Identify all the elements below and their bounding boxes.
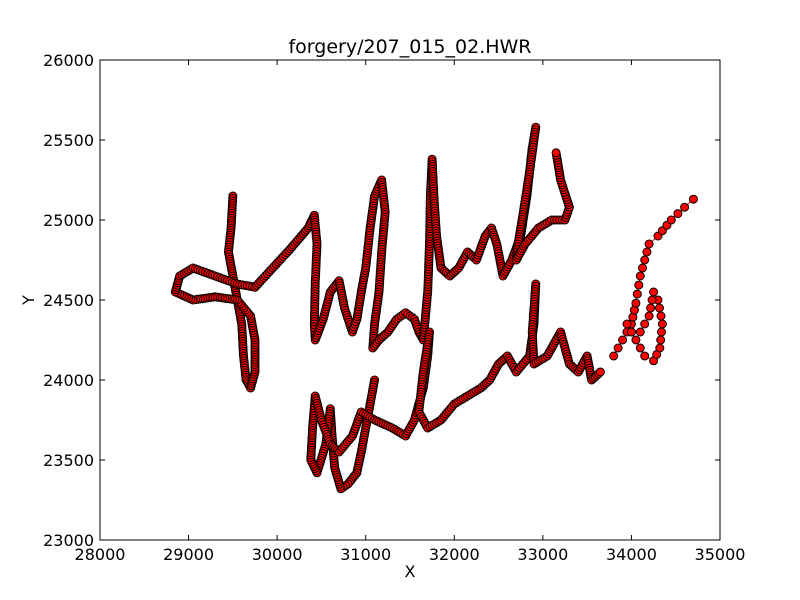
data-point bbox=[646, 303, 656, 313]
data-point bbox=[644, 239, 654, 249]
y-tick-label: 24500 bbox=[43, 291, 94, 310]
data-point bbox=[642, 247, 652, 257]
x-tick-label: 28000 bbox=[75, 545, 126, 564]
data-point bbox=[655, 303, 664, 313]
y-tick-label: 24000 bbox=[43, 371, 94, 390]
data-point bbox=[666, 215, 676, 225]
data-point bbox=[657, 327, 666, 337]
y-tick-label: 25500 bbox=[43, 131, 94, 150]
data-point bbox=[634, 280, 644, 290]
y-tick-label: 26000 bbox=[43, 51, 94, 70]
data-point bbox=[622, 319, 632, 329]
data-point bbox=[618, 335, 628, 345]
data-point bbox=[626, 327, 636, 337]
series-stroke-0 bbox=[170, 122, 574, 393]
series-stroke-2 bbox=[609, 194, 698, 361]
x-tick-label: 30000 bbox=[252, 545, 303, 564]
data-point bbox=[656, 311, 666, 321]
data-point bbox=[635, 327, 645, 337]
data-point bbox=[631, 298, 641, 308]
x-tick-label: 31000 bbox=[340, 545, 391, 564]
data-point bbox=[656, 335, 666, 345]
data-point bbox=[647, 295, 657, 305]
data-point bbox=[655, 343, 665, 353]
x-tick-label: 35000 bbox=[695, 545, 746, 564]
data-point bbox=[640, 255, 650, 265]
data-point bbox=[638, 263, 647, 273]
series-stroke-3 bbox=[622, 287, 667, 366]
x-tick-label: 32000 bbox=[429, 545, 480, 564]
y-tick-label: 23500 bbox=[43, 451, 94, 470]
plot-area bbox=[170, 122, 698, 494]
data-point bbox=[631, 335, 641, 345]
axis-ticks: 28000 29000 30000 31000 32000 33000 34000 35000… bbox=[43, 51, 745, 564]
y-tick-label: 23000 bbox=[43, 531, 94, 550]
y-tick-label: 25000 bbox=[43, 211, 94, 230]
x-tick-label: 33000 bbox=[517, 545, 568, 564]
data-point bbox=[609, 351, 619, 361]
data-point bbox=[595, 367, 605, 377]
data-point bbox=[644, 311, 654, 321]
data-point bbox=[649, 287, 659, 297]
data-point bbox=[680, 202, 690, 212]
data-point bbox=[640, 351, 650, 361]
data-point bbox=[635, 343, 645, 353]
y-axis-label: Y bbox=[19, 295, 38, 306]
x-axis-label: X bbox=[405, 562, 416, 581]
x-tick-label: 34000 bbox=[606, 545, 657, 564]
series-stroke-1 bbox=[306, 279, 605, 494]
data-point bbox=[673, 209, 683, 219]
data-point bbox=[640, 319, 650, 329]
data-point bbox=[657, 319, 667, 329]
chart-title: forgery/207_015_02.HWR bbox=[288, 36, 531, 58]
data-point bbox=[632, 289, 642, 299]
data-point bbox=[551, 148, 561, 158]
x-tick-label: 29000 bbox=[163, 545, 214, 564]
data-point bbox=[613, 343, 623, 353]
data-point bbox=[635, 271, 645, 281]
data-point bbox=[688, 194, 698, 204]
